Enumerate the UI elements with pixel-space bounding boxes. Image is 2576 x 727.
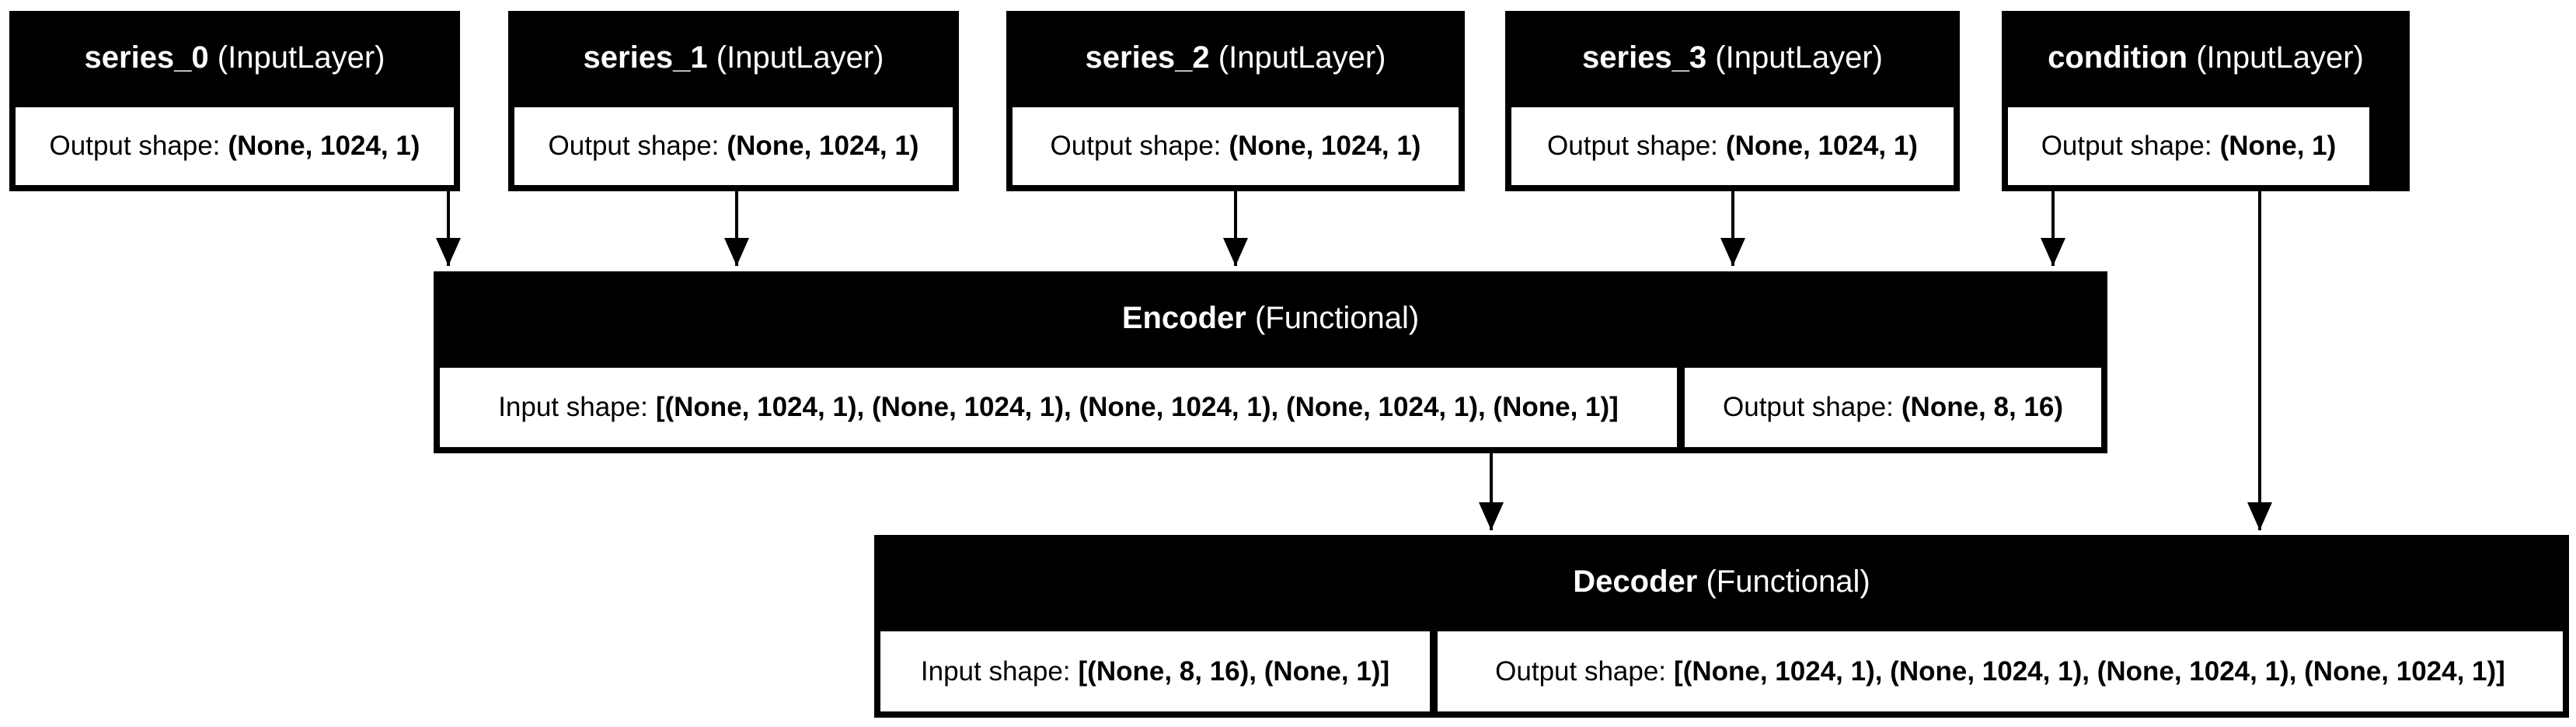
node-title: condition (InputLayer) xyxy=(2002,40,2410,75)
node-series_0: series_0 (InputLayer) Output shape: (Non… xyxy=(9,11,460,191)
output-shape-value: (None, 1) xyxy=(2219,131,2337,161)
output-shape-value: (None, 1024, 1) xyxy=(1725,131,1918,161)
output-shape-cell: Output shape: [(None, 1024, 1), (None, 1… xyxy=(1438,631,2563,711)
input-shape-value: [(None, 1024, 1), (None, 1024, 1), (None… xyxy=(655,392,1619,422)
node-series_1: series_1 (InputLayer) Output shape: (Non… xyxy=(508,11,959,191)
output-shape-label: Output shape: xyxy=(548,131,720,161)
node-title: series_1 (InputLayer) xyxy=(508,40,959,75)
node-title: series_0 (InputLayer) xyxy=(9,40,460,75)
output-shape-value: [(None, 1024, 1), (None, 1024, 1), (None… xyxy=(1674,655,2505,687)
output-shape-label: Output shape: xyxy=(1495,655,1667,687)
node-type: (Functional) xyxy=(1254,301,1420,335)
node-decoder: Decoder (Functional) Input shape: [(None… xyxy=(874,535,2569,718)
node-type: (Functional) xyxy=(1706,564,1870,599)
output-shape-label: Output shape: xyxy=(49,131,221,161)
node-name: condition xyxy=(2048,40,2188,75)
output-shape-label: Output shape: xyxy=(2041,131,2212,161)
node-name: series_1 xyxy=(583,40,708,75)
node-encoder: Encoder (Functional) Input shape: [(None… xyxy=(434,271,2107,453)
output-shape-cell: Output shape: (None, 1) xyxy=(2008,107,2369,185)
node-name: Decoder xyxy=(1573,564,1698,599)
input-shape-cell: Input shape: [(None, 8, 16), (None, 1)] xyxy=(880,631,1430,711)
node-series_3: series_3 (InputLayer) Output shape: (Non… xyxy=(1505,11,1960,191)
node-type: (InputLayer) xyxy=(2196,40,2364,75)
node-type: (InputLayer) xyxy=(716,40,884,75)
node-title: Encoder (Functional) xyxy=(434,301,2107,336)
output-shape-cell: Output shape: (None, 1024, 1) xyxy=(514,107,953,185)
input-shape-label: Input shape: xyxy=(498,392,648,422)
output-shape-cell: Output shape: (None, 8, 16) xyxy=(1685,368,2101,447)
node-type: (InputLayer) xyxy=(1715,40,1883,75)
node-title: Decoder (Functional) xyxy=(874,564,2569,599)
node-type: (InputLayer) xyxy=(1218,40,1386,75)
node-name: series_3 xyxy=(1582,40,1707,75)
output-shape-cell: Output shape: (None, 1024, 1) xyxy=(1511,107,1954,185)
node-series_2: series_2 (InputLayer) Output shape: (Non… xyxy=(1006,11,1465,191)
output-shape-cell: Output shape: (None, 1024, 1) xyxy=(16,107,454,185)
node-name: Encoder xyxy=(1121,301,1246,335)
output-shape-value: (None, 1024, 1) xyxy=(228,131,420,161)
input-shape-label: Input shape: xyxy=(920,655,1071,687)
output-shape-value: (None, 1024, 1) xyxy=(1229,131,1421,161)
output-shape-value: (None, 1024, 1) xyxy=(727,131,919,161)
node-name: series_2 xyxy=(1085,40,1210,75)
node-title: series_2 (InputLayer) xyxy=(1006,40,1465,75)
input-shape-value: [(None, 8, 16), (None, 1)] xyxy=(1078,655,1390,687)
node-title: series_3 (InputLayer) xyxy=(1505,40,1960,75)
node-type: (InputLayer) xyxy=(217,40,385,75)
output-shape-label: Output shape: xyxy=(1547,131,1718,161)
output-shape-label: Output shape: xyxy=(1723,392,1894,422)
output-shape-value: (None, 8, 16) xyxy=(1901,392,2063,422)
node-condition: condition (InputLayer) Output shape: (No… xyxy=(2002,11,2410,191)
input-shape-cell: Input shape: [(None, 1024, 1), (None, 10… xyxy=(440,368,1677,447)
output-shape-label: Output shape: xyxy=(1050,131,1222,161)
node-name: series_0 xyxy=(84,40,209,75)
output-shape-cell: Output shape: (None, 1024, 1) xyxy=(1013,107,1459,185)
